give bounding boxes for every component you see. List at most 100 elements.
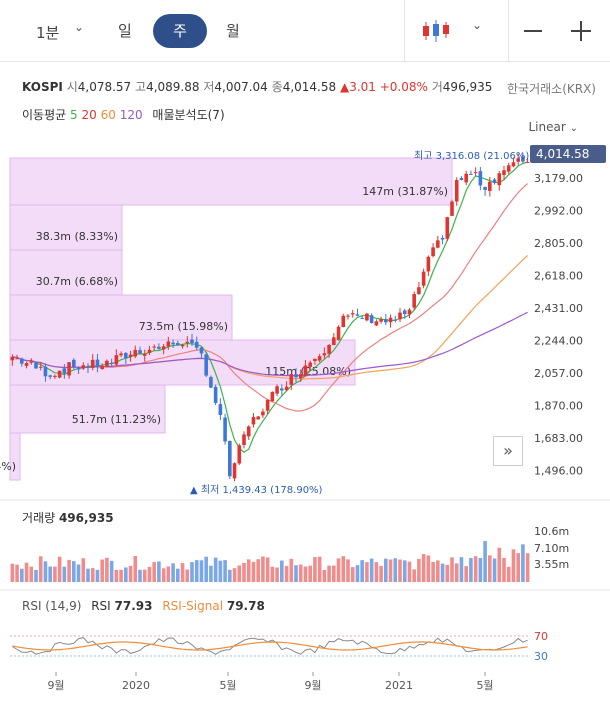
candle-body: [190, 339, 194, 344]
volume-bar: [417, 558, 421, 582]
low-value: 4,007.04: [214, 80, 268, 94]
volume-profile-bar: [9, 204, 123, 251]
candle-body: [228, 440, 232, 477]
volume-bar: [308, 565, 312, 582]
volume-bar: [209, 565, 213, 582]
volume-profile-label: 30.7m (6.68%): [36, 275, 118, 288]
volume-bar: [280, 560, 284, 582]
last-price-badge: 4,014.58: [530, 145, 606, 163]
candle-body: [157, 346, 161, 349]
change-pct: +0.08%: [379, 80, 428, 94]
candle-body: [398, 312, 402, 320]
candle-body: [100, 365, 104, 370]
candle-body: [109, 362, 114, 364]
chart-type-button[interactable]: [420, 16, 452, 46]
interval-dropdown[interactable]: 1분 ⌄: [36, 20, 84, 43]
volume-bar: [29, 566, 34, 582]
volume-profile-label: 147m (31.87%): [362, 185, 448, 198]
candle-body: [142, 354, 147, 356]
volume-bar: [48, 566, 52, 582]
volume-bar: [360, 560, 364, 582]
volume-bar: [95, 569, 100, 582]
tab-week[interactable]: 주: [153, 14, 207, 48]
candle-body: [402, 310, 407, 315]
volume-bar: [128, 565, 133, 582]
candle-body: [388, 317, 393, 323]
volume-profile-bar: [9, 384, 166, 434]
volume-bar: [374, 562, 379, 582]
volume-bar: [67, 559, 71, 582]
rsi-header: RSI (14,9) RSI 77.93 RSI-Signal 79.78: [22, 599, 265, 613]
volume-profile-label: 51.7m (11.23%): [72, 413, 161, 426]
volume-profile-label: 매물분석도(7): [152, 108, 225, 122]
y-tick-label: 2,992.00: [534, 204, 583, 217]
interval-label: 1분: [36, 24, 60, 42]
y-tick-label: 2,431.00: [534, 302, 583, 315]
scale-selector[interactable]: Linear ⌄: [528, 120, 578, 134]
candle-body: [114, 355, 119, 365]
candle-body: [525, 162, 530, 164]
rsi-tick-label: 30: [534, 650, 548, 663]
volume-bar: [72, 561, 76, 582]
volume-bar: [76, 564, 81, 582]
volume-bar: [180, 563, 185, 582]
tab-day[interactable]: 일: [118, 22, 132, 40]
volume-bar: [355, 565, 360, 582]
volume-bar: [119, 569, 123, 582]
chevron-down-icon[interactable]: ⌄: [472, 18, 483, 32]
candle-body: [346, 315, 350, 317]
volume-bar: [450, 557, 454, 582]
y-tick-label: 2,057.00: [534, 367, 583, 380]
volume-bar: [53, 566, 57, 582]
volume-bar: [317, 556, 322, 582]
x-tick-label: 5월: [476, 679, 493, 692]
tab-month[interactable]: 월: [226, 22, 240, 40]
volume-bar: [133, 556, 138, 582]
volume-bar: [322, 569, 327, 582]
candle-body: [516, 158, 520, 162]
volume-bar: [218, 560, 223, 582]
volume-bar: [43, 561, 48, 582]
candle-body: [436, 240, 440, 248]
candle-body: [473, 172, 478, 174]
candle-body: [38, 366, 43, 368]
zoom-in-button[interactable]: [571, 21, 591, 41]
candle-body: [454, 180, 459, 202]
volume-bar: [284, 565, 289, 582]
candle-body: [43, 366, 48, 377]
volume-bar: [86, 568, 90, 582]
candle-body: [332, 337, 336, 346]
volume-tick-label: 7.10m: [534, 542, 569, 555]
volume-bar: [161, 568, 166, 582]
last-price-value: 4,014.58: [536, 147, 590, 161]
volume-bar: [298, 564, 303, 582]
candle-body: [81, 365, 86, 369]
candle-body: [469, 173, 473, 175]
candle-body: [161, 346, 166, 350]
volume-bar: [152, 562, 156, 582]
candle-body: [303, 365, 308, 377]
chart-toolbar: 1분 ⌄ 일 주 월 ⌄: [0, 0, 610, 62]
quote-summary: KOSPI 시4,078.57 고4,089.88 저4,007.04 종4,0…: [22, 78, 492, 95]
low-marker: ▲ 최저 1,439.43 (178.90%): [190, 485, 323, 496]
volume-bar: [313, 557, 317, 582]
y-tick-label: 1,870.00: [534, 399, 583, 412]
volume-bar: [138, 569, 142, 582]
candle-body: [459, 178, 464, 181]
scroll-right-button[interactable]: »: [493, 436, 523, 466]
rsi-signal-label: RSI-Signal: [162, 599, 224, 613]
volume-profile-label: 3.85m (0.84%): [0, 460, 16, 473]
rsi-params: RSI (14,9): [22, 599, 82, 613]
volume-bar: [171, 563, 175, 582]
volume-bar: [336, 558, 341, 582]
volume-bar: [350, 567, 355, 582]
y-tick-label: 3,179.00: [534, 172, 583, 185]
price-chart[interactable]: 147m (31.87%) 38.3m (8.33%) 30.7m (6.68%) 7…: [0, 0, 610, 700]
rsi-signal-line: [12, 641, 528, 651]
volume-bar: [38, 556, 43, 582]
zoom-out-button[interactable]: [524, 30, 542, 32]
candle-body: [223, 417, 227, 442]
volume-tick-label: 10.6m: [534, 525, 569, 538]
indicator-legend[interactable]: 이동평균 5 20 60 120 매물분석도(7): [22, 106, 225, 123]
candle-body: [261, 411, 265, 416]
